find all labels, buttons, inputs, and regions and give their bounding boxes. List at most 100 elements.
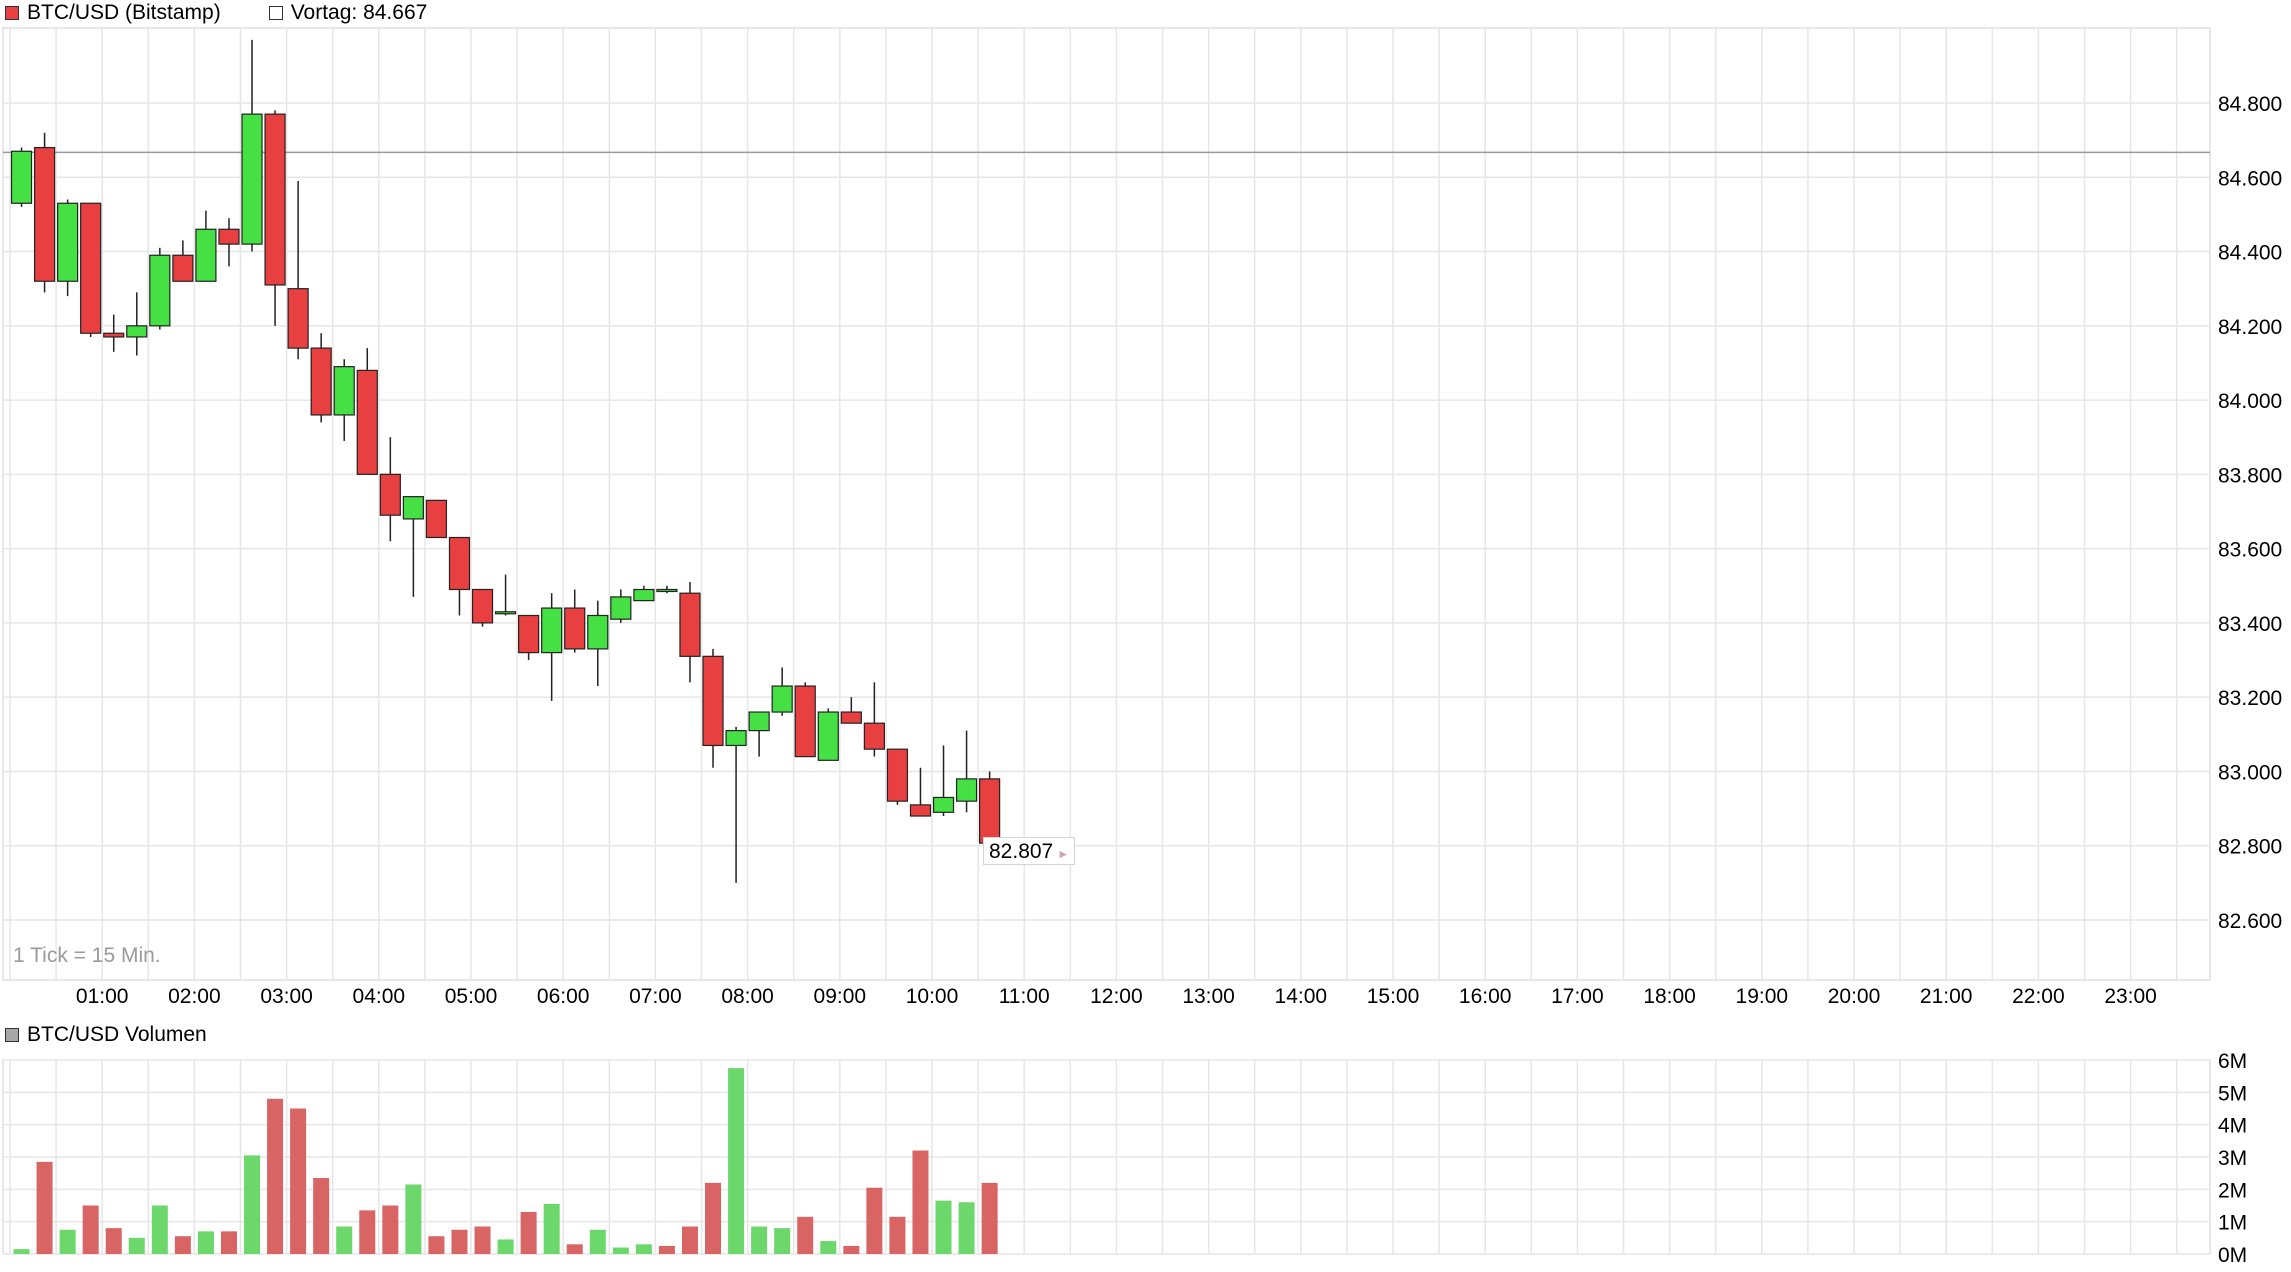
x-tick-label: 15:00 (1367, 985, 1420, 1008)
candle-body-down (425, 499, 448, 539)
last-price-label: 82.807 ► (983, 837, 1076, 865)
candlestick (218, 218, 240, 267)
volume-bar (843, 1245, 860, 1254)
candlestick (794, 682, 816, 758)
series-swatch-icon (5, 6, 19, 20)
volume-bars (13, 1068, 998, 1254)
candle-body-down (702, 655, 724, 747)
volume-bar (128, 1237, 145, 1254)
candle-body-up (771, 685, 793, 713)
candlestick (333, 359, 355, 441)
last-price-value: 82.807 (989, 840, 1054, 863)
prev-close-swatch-icon (268, 6, 283, 20)
price-y-tick-label: 82.600 (2218, 910, 2282, 933)
candlestick (886, 748, 909, 805)
candlestick (80, 202, 102, 337)
volume-bar (612, 1247, 629, 1254)
candle-body-down (264, 113, 286, 286)
candlestick (656, 585, 678, 594)
candlestick (33, 132, 56, 293)
candle-body-up (494, 611, 517, 615)
candle-body-down (518, 614, 540, 654)
volume-y-tick-label: 1M (2218, 1212, 2247, 1235)
volume-bar (267, 1098, 284, 1254)
price-y-tick-label: 83.400 (2218, 613, 2282, 636)
candlestick (379, 437, 401, 542)
candlestick (979, 771, 1001, 854)
candle-body-down (886, 748, 909, 802)
volume-bar (59, 1229, 76, 1254)
x-tick-label: 19:00 (1736, 985, 1789, 1008)
candle-body-down (287, 288, 309, 349)
candle-body-down (356, 369, 378, 475)
volume-bar (751, 1226, 768, 1254)
volume-bar (958, 1202, 975, 1254)
x-tick-label: 08:00 (721, 985, 774, 1008)
volume-y-tick-label: 2M (2218, 1179, 2247, 1202)
candlestick (771, 667, 793, 716)
x-tick-label: 06:00 (537, 985, 590, 1008)
candlestick (725, 726, 747, 883)
x-tick-label: 17:00 (1551, 985, 1604, 1008)
candlestick (149, 247, 171, 330)
volume-y-axis: 0M 1M 2M 3M 4M 5M 6M (2218, 1050, 2247, 1267)
candlestick (909, 767, 932, 817)
price-candles (10, 39, 1001, 883)
price-y-axis: 82.600 82.800 83.000 83.200 83.400 83.600 83.8… (2218, 93, 2282, 933)
price-y-tick-label: 84.400 (2218, 242, 2282, 265)
volume-bar (981, 1182, 998, 1254)
volume-bar (220, 1231, 237, 1254)
candle-body-up (955, 778, 978, 802)
price-y-tick-label: 83.600 (2218, 539, 2282, 562)
candle-body-up (57, 202, 79, 282)
candlestick (494, 574, 517, 616)
x-tick-label: 14:00 (1275, 985, 1328, 1008)
x-tick-label: 03:00 (260, 985, 313, 1008)
candle-body-down (218, 228, 240, 245)
candle-body-up (10, 150, 33, 204)
volume-bar (658, 1245, 675, 1254)
candle-body-down (172, 254, 194, 282)
candle-body-up (725, 730, 747, 747)
volume-bar (82, 1205, 99, 1254)
volume-legend-entry[interactable]: BTC/USD Volumen (5, 1023, 207, 1047)
candlestick (103, 314, 125, 352)
price-y-tick-label: 84.600 (2218, 167, 2282, 190)
volume-grid (2, 1059, 2211, 1255)
volume-bar (244, 1155, 261, 1254)
volume-bar (797, 1216, 814, 1254)
candlestick (241, 39, 263, 252)
candle-body-down (979, 778, 1001, 844)
candle-body-down (379, 473, 401, 516)
volume-swatch-icon (5, 1028, 19, 1042)
price-y-tick-label: 84.200 (2218, 316, 2282, 339)
volume-y-tick-label: 4M (2218, 1115, 2247, 1138)
candlestick (356, 348, 378, 475)
candle-body-up (656, 588, 678, 593)
x-tick-label: 01:00 (76, 985, 129, 1008)
volume-bar (520, 1211, 537, 1254)
candlestick (932, 745, 955, 817)
x-tick-label: 12:00 (1090, 985, 1143, 1008)
volume-bar (13, 1249, 30, 1254)
volume-bar (497, 1239, 514, 1254)
candlestick (195, 210, 217, 282)
volume-bar (543, 1203, 560, 1254)
candlestick (633, 585, 655, 602)
candle-body-up (817, 711, 839, 761)
prev-close-legend-label: Vortag: 84.667 (290, 1, 428, 24)
series-legend-entry[interactable]: BTC/USD (Bitstamp) (5, 1, 221, 25)
price-x-axis: 01:00 02:00 03:00 04:00 05:00 06:00 07:00 08:00… (76, 985, 2157, 1008)
prev-close-legend-entry[interactable]: Vortag: 84.667 (268, 1, 428, 25)
price-y-tick-label: 84.800 (2218, 93, 2282, 116)
volume-bar (774, 1228, 791, 1254)
candlestick (471, 588, 494, 627)
x-tick-label: 09:00 (814, 985, 867, 1008)
x-tick-label: 05:00 (445, 985, 498, 1008)
candlestick (748, 711, 770, 757)
candlestick (863, 682, 885, 757)
volume-bar (313, 1178, 330, 1254)
tick-interval-note: 1 Tick = 15 Min. (13, 944, 161, 967)
candlestick (172, 240, 194, 282)
